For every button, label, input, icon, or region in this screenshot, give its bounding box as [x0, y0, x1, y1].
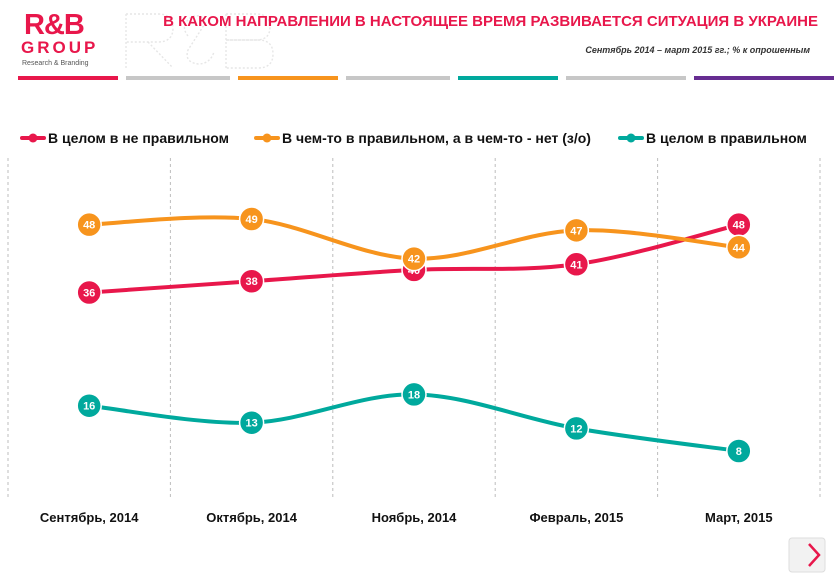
- chart-title: В КАКОМ НАПРАВЛЕНИИ В НАСТОЯЩЕЕ ВРЕМЯ РА…: [163, 13, 818, 30]
- watermark-logo: [125, 13, 274, 69]
- data-label: 41: [570, 259, 582, 271]
- data-point: [563, 251, 590, 278]
- data-label: 44: [733, 242, 746, 254]
- stripe-1: [18, 76, 118, 80]
- legend-label: В целом в не правильном: [48, 130, 229, 146]
- chevron-right-icon: [808, 543, 821, 567]
- data-point: [563, 415, 590, 442]
- data-point: [76, 279, 102, 306]
- x-tick-label: Февраль, 2015: [529, 510, 623, 525]
- data-point: [726, 234, 752, 261]
- data-label: 8: [736, 446, 742, 458]
- x-tick-label: Ноябрь, 2014: [372, 510, 458, 525]
- chart-subtitle: Сентябрь 2014 – март 2015 гг.; % к опрош…: [585, 45, 810, 55]
- legend-label: В целом в правильном: [646, 130, 807, 146]
- stripe-6: [566, 76, 686, 80]
- stripe-3: [238, 76, 338, 80]
- data-point: [76, 211, 102, 238]
- data-point: [401, 381, 427, 408]
- data-label: 48: [83, 220, 95, 232]
- data-point: [76, 392, 102, 419]
- data-label: 12: [570, 423, 582, 435]
- legend-marker: [626, 133, 636, 143]
- data-point: [563, 217, 590, 244]
- data-label: 49: [245, 214, 257, 226]
- data-label: 42: [408, 254, 420, 266]
- legend-label: В чем-то в правильном, а в чем-то - нет …: [282, 130, 591, 146]
- data-label: 48: [733, 220, 745, 232]
- data-label: 38: [245, 276, 257, 288]
- data-label: 47: [570, 225, 582, 237]
- header-stripes: [18, 76, 834, 81]
- stripe-4: [346, 76, 450, 80]
- logo-group: GROUP: [21, 38, 99, 57]
- stripe-2: [126, 76, 230, 80]
- data-point: [238, 206, 265, 232]
- data-label: 16: [83, 401, 95, 413]
- brand-logo: R&B GROUP Research & Branding: [6, 10, 106, 72]
- data-label: 18: [408, 389, 420, 401]
- data-label: 13: [245, 418, 257, 430]
- legend-marker: [28, 133, 38, 143]
- data-point: [726, 438, 752, 464]
- x-tick-label: Март, 2015: [705, 510, 773, 525]
- stripe-7: [694, 76, 834, 80]
- x-tick-label: Сентябрь, 2014: [40, 510, 139, 525]
- next-slide-button[interactable]: [787, 536, 827, 574]
- stripe-5: [458, 76, 558, 80]
- legend-marker: [262, 133, 272, 143]
- data-point: [238, 409, 265, 436]
- data-point: [238, 268, 265, 294]
- x-tick-label: Октябрь, 2014: [206, 510, 297, 525]
- data-label: 36: [83, 288, 95, 300]
- logo-mark: R&B: [24, 9, 85, 41]
- logo-tagline: Research & Branding: [22, 60, 89, 67]
- data-point: [401, 245, 427, 272]
